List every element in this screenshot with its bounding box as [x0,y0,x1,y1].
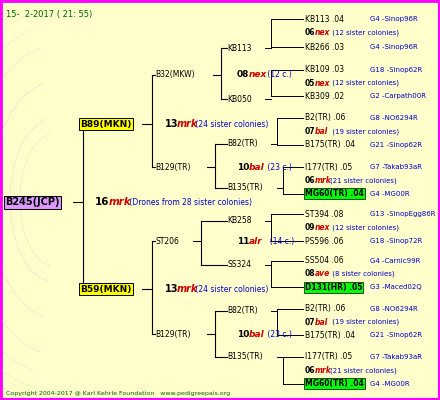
Text: B175(TR) .04: B175(TR) .04 [305,331,355,340]
Text: Copyright 2004-2017 @ Karl Kehrle Foundation   www.pedigreepais.org: Copyright 2004-2017 @ Karl Kehrle Founda… [6,391,230,396]
Text: bal: bal [249,163,265,172]
Text: G7 -Takab93aR: G7 -Takab93aR [370,354,422,360]
Text: (Drones from 28 sister colonies): (Drones from 28 sister colonies) [127,198,252,206]
Text: B175(TR) .04: B175(TR) .04 [305,140,355,149]
Text: (24 sister colonies): (24 sister colonies) [193,120,268,129]
Text: (21 sister colonies): (21 sister colonies) [330,177,396,184]
Text: 08: 08 [237,70,249,79]
Text: MG60(TR) .04: MG60(TR) .04 [305,189,364,198]
Text: B135(TR): B135(TR) [227,183,263,192]
Text: (14 c.): (14 c.) [265,236,294,246]
Text: (19 sister colonies): (19 sister colonies) [330,128,399,134]
Text: ST394 .08: ST394 .08 [305,210,343,219]
Text: SS504 .06: SS504 .06 [305,256,344,265]
Text: G4 -Sinop96R: G4 -Sinop96R [370,44,418,50]
Text: G18 -Sinop62R: G18 -Sinop62R [370,67,422,73]
Text: G13 -SinopEgg86R: G13 -SinopEgg86R [370,211,436,217]
Text: B135(TR): B135(TR) [227,352,263,362]
Text: B32(MKW): B32(MKW) [155,70,194,79]
Text: 06: 06 [305,366,315,375]
Text: B2(TR) .06: B2(TR) .06 [305,304,345,313]
Text: 13: 13 [165,284,179,294]
Text: mrk: mrk [177,284,198,294]
Text: I177(TR) .05: I177(TR) .05 [305,352,352,362]
Text: 15-  2-2017 ( 21: 55): 15- 2-2017 ( 21: 55) [6,10,92,19]
Text: mrk: mrk [177,119,198,129]
Text: G21 -Sinop62R: G21 -Sinop62R [370,142,422,148]
Text: G8 -NO6294R: G8 -NO6294R [370,115,418,121]
Text: bal: bal [249,330,265,339]
Text: G8 -NO6294R: G8 -NO6294R [370,306,418,312]
Text: mrk: mrk [315,366,332,375]
Text: bal: bal [315,127,328,136]
Text: G4 -Carnic99R: G4 -Carnic99R [370,258,420,264]
Text: G4 -MG00R: G4 -MG00R [370,191,410,197]
Text: G21 -Sinop62R: G21 -Sinop62R [370,332,422,338]
Text: G4 -MG00R: G4 -MG00R [370,380,410,386]
Text: KB113 .04: KB113 .04 [305,15,344,24]
Text: nex: nex [249,70,267,79]
Text: (12 sister colonies): (12 sister colonies) [330,30,399,36]
Text: (8 sister colonies): (8 sister colonies) [330,270,394,277]
Text: 07: 07 [305,318,315,326]
Text: 11: 11 [237,236,249,246]
Text: ave: ave [315,269,330,278]
Text: PS596 .06: PS596 .06 [305,236,344,246]
Text: ST206: ST206 [155,236,179,246]
Text: (12 sister colonies): (12 sister colonies) [330,80,399,86]
Text: B245(JCP): B245(JCP) [5,197,59,207]
Text: B2(TR) .06: B2(TR) .06 [305,114,345,122]
Text: KB050: KB050 [227,95,252,104]
Text: B129(TR): B129(TR) [155,163,191,172]
Text: (21 sister colonies): (21 sister colonies) [330,367,396,374]
Text: KB258: KB258 [227,216,252,225]
Text: KB266 .03: KB266 .03 [305,43,344,52]
Text: I177(TR) .05: I177(TR) .05 [305,163,352,172]
Text: 10: 10 [237,163,249,172]
Text: MG60(TR) .04: MG60(TR) .04 [305,379,364,388]
Text: 05: 05 [305,78,315,88]
Text: KB113: KB113 [227,44,252,53]
Text: alr: alr [249,236,263,246]
Text: bal: bal [315,318,328,326]
Text: (19 sister colonies): (19 sister colonies) [330,319,399,325]
Text: 16: 16 [95,197,110,207]
Text: B82(TR): B82(TR) [227,306,258,315]
Text: 09: 09 [305,223,315,232]
Text: (24 sister colonies): (24 sister colonies) [193,285,268,294]
Text: nex: nex [315,223,330,232]
Text: mrk: mrk [109,197,132,207]
Text: 06: 06 [305,176,315,185]
Text: G4 -Sinop96R: G4 -Sinop96R [370,16,418,22]
Text: B89(MKN): B89(MKN) [80,120,132,129]
Text: 06: 06 [305,28,315,37]
Text: (23 c.): (23 c.) [265,163,292,172]
Text: B82(TR): B82(TR) [227,139,258,148]
Text: G2 -Carpath00R: G2 -Carpath00R [370,94,426,100]
Text: nex: nex [315,78,330,88]
Text: B59(MKN): B59(MKN) [80,285,132,294]
Text: D131(HR) .05: D131(HR) .05 [305,283,363,292]
Text: mrk: mrk [315,176,332,185]
Text: 10: 10 [237,330,249,339]
Text: (23 c.): (23 c.) [265,330,292,339]
Text: (12 c.): (12 c.) [265,70,292,79]
Text: G18 -Sinop72R: G18 -Sinop72R [370,238,422,244]
Text: 08: 08 [305,269,315,278]
Text: 07: 07 [305,127,315,136]
Text: 13: 13 [165,119,179,129]
Text: B129(TR): B129(TR) [155,330,191,339]
Text: G3 -Maced02Q: G3 -Maced02Q [370,284,422,290]
Text: nex: nex [315,28,330,37]
Text: (12 sister colonies): (12 sister colonies) [330,224,399,231]
Text: SS324: SS324 [227,260,251,269]
Text: KB309 .02: KB309 .02 [305,92,344,101]
Text: KB109 .03: KB109 .03 [305,65,344,74]
Text: G7 -Takab93aR: G7 -Takab93aR [370,164,422,170]
